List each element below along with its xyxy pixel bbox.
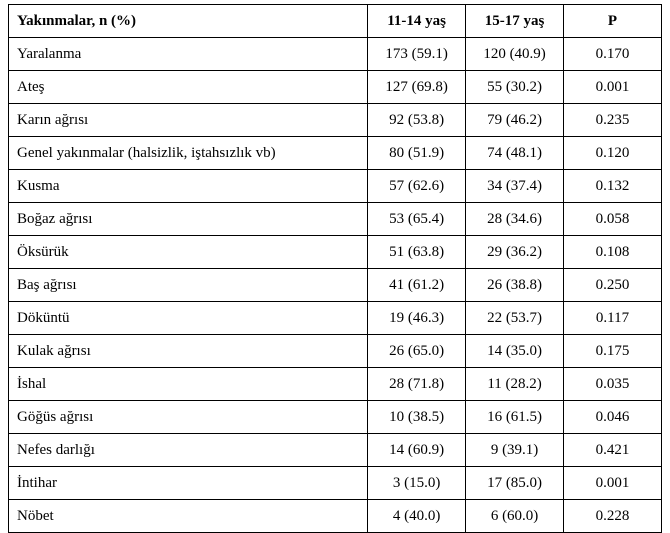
- cell-val: 0.170: [564, 38, 662, 71]
- cell-val: 17 (85.0): [466, 467, 564, 500]
- table-header-row: Yakınmalar, n (%) 11-14 yaş 15-17 yaş P: [9, 5, 662, 38]
- cell-val: 127 (69.8): [368, 71, 466, 104]
- cell-val: 6 (60.0): [466, 500, 564, 533]
- table-row: Karın ağrısı 92 (53.8) 79 (46.2) 0.235: [9, 104, 662, 137]
- cell-val: 9 (39.1): [466, 434, 564, 467]
- cell-val: 0.046: [564, 401, 662, 434]
- cell-val: 19 (46.3): [368, 302, 466, 335]
- table-row: Nöbet 4 (40.0) 6 (60.0) 0.228: [9, 500, 662, 533]
- cell-label: Göğüs ağrısı: [9, 401, 368, 434]
- cell-val: 29 (36.2): [466, 236, 564, 269]
- cell-val: 16 (61.5): [466, 401, 564, 434]
- cell-label: Kusma: [9, 170, 368, 203]
- cell-val: 74 (48.1): [466, 137, 564, 170]
- cell-label: İntihar: [9, 467, 368, 500]
- cell-val: 28 (34.6): [466, 203, 564, 236]
- cell-val: 55 (30.2): [466, 71, 564, 104]
- cell-val: 92 (53.8): [368, 104, 466, 137]
- cell-val: 0.108: [564, 236, 662, 269]
- cell-label: Kulak ağrısı: [9, 335, 368, 368]
- table-row: Nefes darlığı 14 (60.9) 9 (39.1) 0.421: [9, 434, 662, 467]
- cell-label: Döküntü: [9, 302, 368, 335]
- table-row: İshal 28 (71.8) 11 (28.2) 0.035: [9, 368, 662, 401]
- table-row: Kulak ağrısı 26 (65.0) 14 (35.0) 0.175: [9, 335, 662, 368]
- table-row: Yaralanma 173 (59.1) 120 (40.9) 0.170: [9, 38, 662, 71]
- cell-label: Karın ağrısı: [9, 104, 368, 137]
- cell-val: 0.250: [564, 269, 662, 302]
- table-row: Kusma 57 (62.6) 34 (37.4) 0.132: [9, 170, 662, 203]
- cell-val: 0.001: [564, 467, 662, 500]
- cell-val: 0.035: [564, 368, 662, 401]
- cell-label: Boğaz ağrısı: [9, 203, 368, 236]
- cell-val: 14 (60.9): [368, 434, 466, 467]
- cell-label: Nöbet: [9, 500, 368, 533]
- col-header-11-14: 11-14 yaş: [368, 5, 466, 38]
- table-row: Öksürük 51 (63.8) 29 (36.2) 0.108: [9, 236, 662, 269]
- cell-val: 51 (63.8): [368, 236, 466, 269]
- cell-val: 4 (40.0): [368, 500, 466, 533]
- table-row: İntihar 3 (15.0) 17 (85.0) 0.001: [9, 467, 662, 500]
- table-row: Ateş 127 (69.8) 55 (30.2) 0.001: [9, 71, 662, 104]
- col-header-complaints: Yakınmalar, n (%): [9, 5, 368, 38]
- cell-val: 0.235: [564, 104, 662, 137]
- cell-label: Yaralanma: [9, 38, 368, 71]
- table-row: Döküntü 19 (46.3) 22 (53.7) 0.117: [9, 302, 662, 335]
- cell-val: 14 (35.0): [466, 335, 564, 368]
- cell-val: 79 (46.2): [466, 104, 564, 137]
- table-body: Yaralanma 173 (59.1) 120 (40.9) 0.170 At…: [9, 38, 662, 533]
- data-table: Yakınmalar, n (%) 11-14 yaş 15-17 yaş P …: [8, 4, 662, 533]
- cell-val: 53 (65.4): [368, 203, 466, 236]
- cell-val: 173 (59.1): [368, 38, 466, 71]
- cell-val: 0.001: [564, 71, 662, 104]
- col-header-p: P: [564, 5, 662, 38]
- cell-label: Genel yakınmalar (halsizlik, iştahsızlık…: [9, 137, 368, 170]
- cell-val: 120 (40.9): [466, 38, 564, 71]
- cell-val: 28 (71.8): [368, 368, 466, 401]
- cell-val: 41 (61.2): [368, 269, 466, 302]
- cell-val: 3 (15.0): [368, 467, 466, 500]
- cell-val: 0.421: [564, 434, 662, 467]
- col-header-15-17: 15-17 yaş: [466, 5, 564, 38]
- table-row: Genel yakınmalar (halsizlik, iştahsızlık…: [9, 137, 662, 170]
- cell-label: Nefes darlığı: [9, 434, 368, 467]
- cell-val: 26 (65.0): [368, 335, 466, 368]
- cell-val: 11 (28.2): [466, 368, 564, 401]
- cell-val: 34 (37.4): [466, 170, 564, 203]
- cell-label: Baş ağrısı: [9, 269, 368, 302]
- cell-val: 0.058: [564, 203, 662, 236]
- cell-val: 26 (38.8): [466, 269, 564, 302]
- cell-val: 22 (53.7): [466, 302, 564, 335]
- table-row: Baş ağrısı 41 (61.2) 26 (38.8) 0.250: [9, 269, 662, 302]
- cell-val: 80 (51.9): [368, 137, 466, 170]
- cell-label: Ateş: [9, 71, 368, 104]
- table-row: Boğaz ağrısı 53 (65.4) 28 (34.6) 0.058: [9, 203, 662, 236]
- cell-label: Öksürük: [9, 236, 368, 269]
- cell-val: 0.117: [564, 302, 662, 335]
- cell-label: İshal: [9, 368, 368, 401]
- cell-val: 0.132: [564, 170, 662, 203]
- cell-val: 0.120: [564, 137, 662, 170]
- table-row: Göğüs ağrısı 10 (38.5) 16 (61.5) 0.046: [9, 401, 662, 434]
- cell-val: 57 (62.6): [368, 170, 466, 203]
- cell-val: 0.175: [564, 335, 662, 368]
- cell-val: 0.228: [564, 500, 662, 533]
- cell-val: 10 (38.5): [368, 401, 466, 434]
